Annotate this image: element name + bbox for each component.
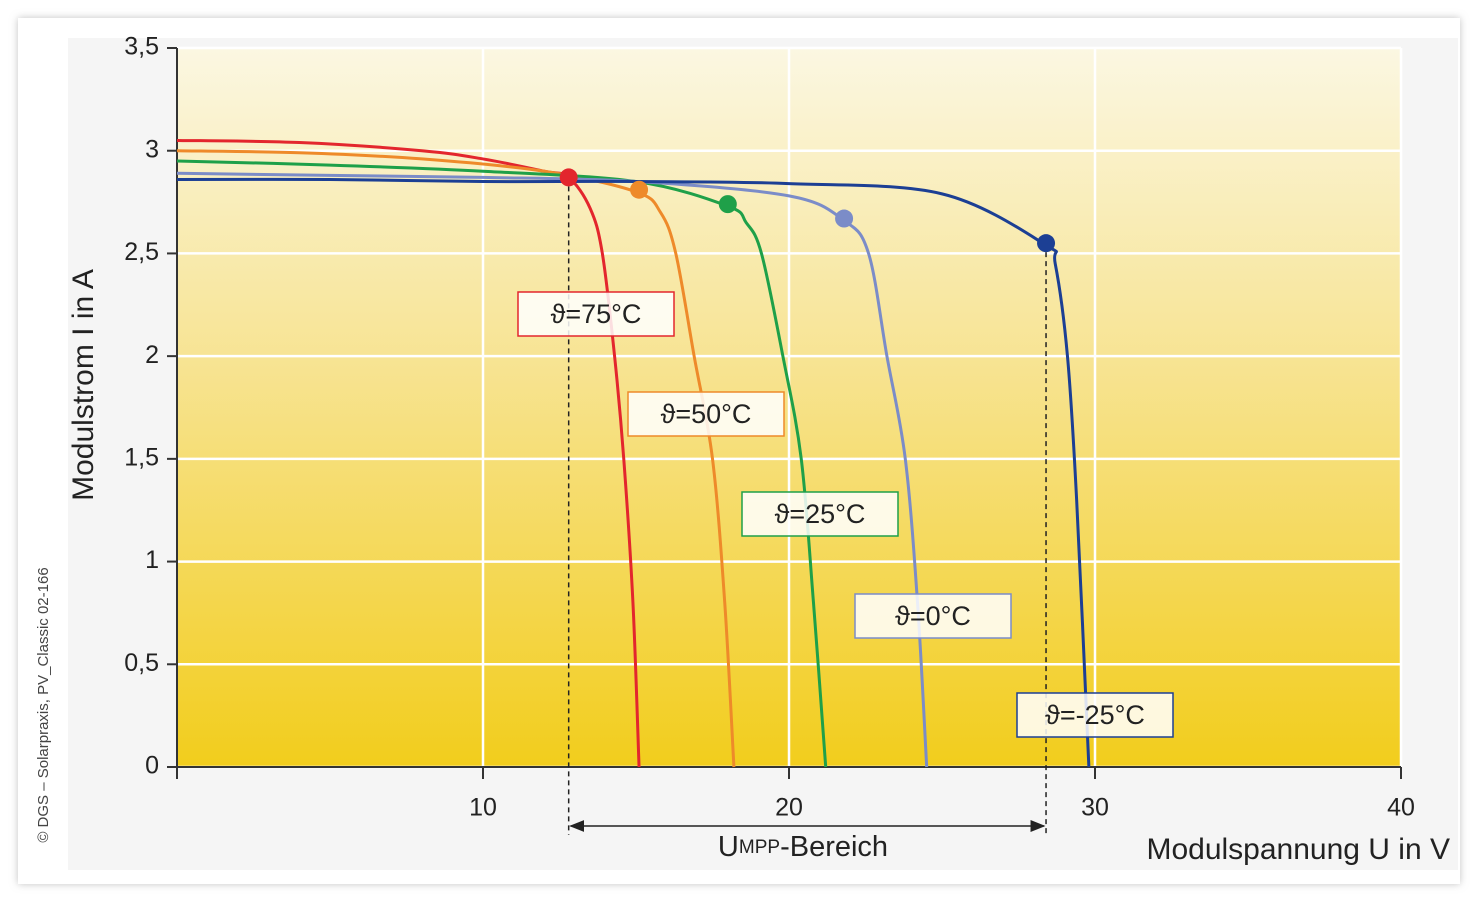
y-tick-label: 1 [145, 546, 159, 574]
credit: © DGS – Solarpraxis, PV_Classic 02-166 [35, 567, 52, 842]
y-tick-label: 3,5 [124, 33, 159, 61]
iv-curve [176, 138, 641, 768]
y-tick-label: 2 [145, 341, 159, 369]
mpp-point [718, 195, 737, 214]
legend-label: ϑ=50°C [661, 399, 752, 429]
y-tick-label: 2,5 [124, 238, 159, 266]
mpp-point [559, 168, 578, 187]
legend-label: ϑ=0°C [895, 601, 971, 631]
y-axis-label: Modulstrom I in A [67, 269, 100, 501]
mpp-point [1037, 234, 1056, 253]
mpp-point [630, 180, 649, 199]
y-tick-label: 1,5 [124, 443, 159, 471]
range-label-sub: MPP [739, 837, 780, 858]
x-tick-label: 10 [469, 794, 497, 822]
legend-box [1016, 692, 1174, 738]
x-tick-label: 30 [1081, 794, 1109, 822]
x-tick-label: 40 [1387, 794, 1415, 822]
iv-curve [176, 177, 1091, 768]
legend-box [517, 291, 675, 337]
legend-box [741, 491, 899, 537]
legend-box [627, 391, 785, 437]
mpp-point [835, 209, 854, 228]
y-tick-label: 3 [145, 135, 159, 163]
iv-curve [176, 149, 736, 768]
y-tick-label: 0 [145, 752, 159, 780]
range-label-rest: -Bereich [780, 831, 888, 863]
legend-label: ϑ=-25°C [1045, 700, 1145, 730]
legend-label: ϑ=75°C [551, 299, 642, 329]
range-label-u: U [718, 831, 739, 863]
x-tick-label: 20 [775, 794, 803, 822]
y-tick-label: 0,5 [124, 649, 159, 677]
range-label: UMPP-Bereich [718, 831, 888, 863]
legend-box [854, 593, 1012, 639]
x-axis-label: Modulspannung U in V [1146, 833, 1450, 866]
legend-label: ϑ=25°C [775, 499, 866, 529]
